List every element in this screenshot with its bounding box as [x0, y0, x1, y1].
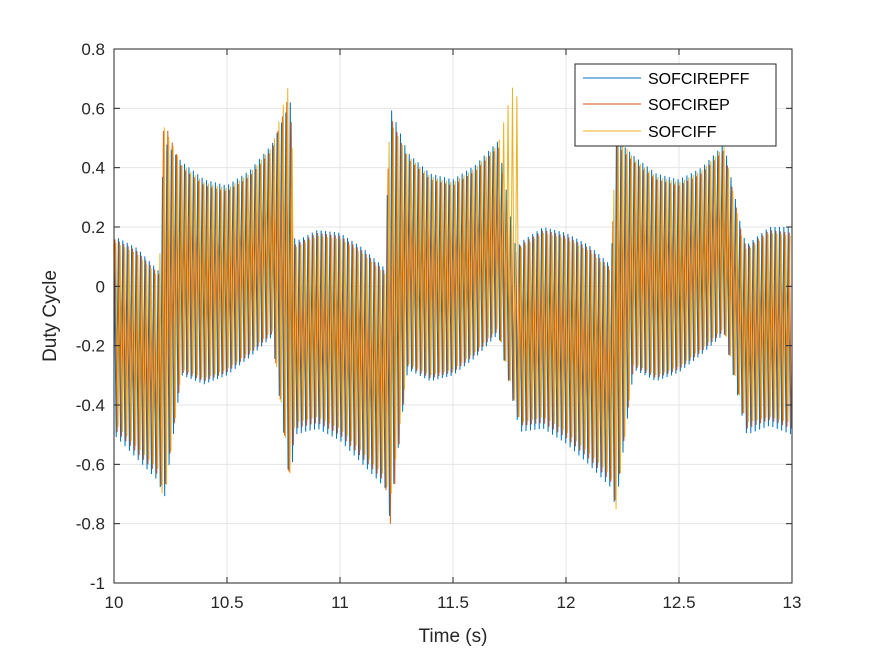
legend-label-sofcirep: SOFCIREP [648, 97, 730, 114]
legend-label-sofciff: SOFCIFF [648, 124, 717, 141]
y-tick-label: -1 [90, 574, 105, 593]
y-tick-label: -0.8 [76, 515, 105, 534]
y-tick-label: 0.6 [81, 99, 105, 118]
series-layer [113, 87, 792, 524]
x-tick-label: 13 [783, 593, 802, 612]
y-tick-label: -0.4 [76, 396, 105, 415]
y-tick-label: 0.8 [81, 40, 105, 59]
y-tick-label: -0.6 [76, 455, 105, 474]
x-tick-label: 10.5 [210, 593, 243, 612]
y-tick-label: -0.2 [76, 337, 105, 356]
x-tick-label: 12.5 [662, 593, 695, 612]
y-tick-label: 0.2 [81, 218, 105, 237]
legend-label-sofcirepff: SOFCIREPFF [648, 71, 750, 88]
y-tick-labels: -1 -0.8 -0.6 -0.4 -0.2 0 0.2 0.4 0.6 0.8 [76, 40, 105, 593]
y-tick-label: 0.4 [81, 159, 105, 178]
series-line-sofciff [115, 87, 791, 510]
x-tick-label: 11 [331, 593, 349, 612]
x-tick-label: 11.5 [437, 593, 469, 612]
x-axis-label: Time (s) [419, 626, 488, 647]
y-axis-label: Duty Cycle [40, 270, 61, 362]
x-tick-label: 12 [557, 593, 576, 612]
x-tick-labels: 10 10.5 11 11.5 12 12.5 13 [105, 593, 802, 612]
legend: SOFCIREPFF SOFCIREP SOFCIFF [574, 63, 777, 147]
tick-marks [113, 48, 793, 584]
x-tick-label: 10 [105, 593, 124, 612]
y-tick-label: 0 [96, 277, 105, 296]
